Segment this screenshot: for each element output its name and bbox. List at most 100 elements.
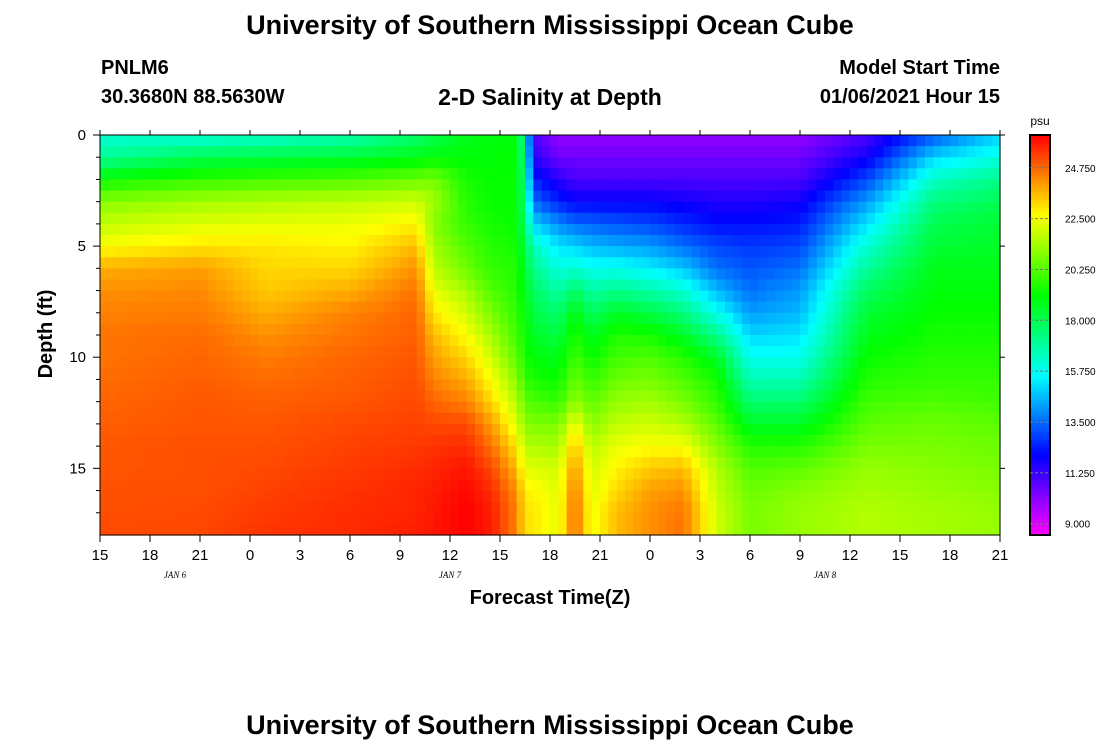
- heatmap-cell: [325, 135, 334, 147]
- heatmap-cell: [500, 512, 509, 525]
- heatmap-cell: [750, 368, 759, 381]
- heatmap-cell: [908, 179, 918, 192]
- heatmap-cell: [300, 335, 309, 347]
- heatmap-cell: [750, 157, 759, 169]
- heatmap-cell: [166, 323, 176, 336]
- heatmap-cell: [458, 279, 468, 292]
- heatmap-cell: [275, 468, 284, 481]
- heatmap-cell: [491, 446, 501, 458]
- heatmap-cell: [566, 368, 576, 381]
- heatmap-cell: [916, 201, 926, 214]
- heatmap-cell: [341, 523, 351, 536]
- heatmap-cell: [500, 146, 509, 158]
- heatmap-cell: [658, 157, 668, 169]
- heatmap-cell: [558, 190, 568, 203]
- heatmap-cell: [533, 323, 543, 336]
- heatmap-cell: [875, 501, 884, 514]
- heatmap-cell: [608, 257, 618, 269]
- heatmap-cell: [541, 446, 551, 458]
- heatmap-cell: [600, 501, 609, 514]
- heatmap-cell: [933, 335, 943, 347]
- heatmap-cell: [900, 446, 909, 458]
- heatmap-cell: [833, 201, 843, 214]
- heatmap-cell: [541, 179, 551, 192]
- heatmap-cell: [833, 390, 843, 403]
- heatmap-cell: [266, 379, 276, 392]
- heatmap-cell: [558, 201, 568, 214]
- heatmap-cell: [275, 235, 284, 247]
- heatmap-cell: [475, 246, 484, 258]
- colorbar-segment: [1030, 283, 1050, 288]
- heatmap-cell: [733, 190, 743, 203]
- heatmap-cell: [608, 346, 618, 358]
- heatmap-cell: [316, 190, 326, 203]
- heatmap-cell: [983, 468, 993, 481]
- heatmap-cell: [475, 379, 484, 392]
- heatmap-cell: [308, 379, 318, 392]
- heatmap-cell: [850, 223, 859, 236]
- colorbar-tick-label: 9.000: [1065, 520, 1090, 531]
- heatmap-cell: [633, 346, 643, 358]
- heatmap-cell: [550, 446, 559, 458]
- heatmap-cell: [466, 435, 476, 447]
- heatmap-cell: [833, 268, 843, 281]
- heatmap-cell: [466, 212, 476, 225]
- heatmap-cell: [266, 279, 276, 292]
- heatmap-cell: [341, 179, 351, 192]
- heatmap-cell: [883, 268, 893, 281]
- colorbar-segment: [1030, 223, 1050, 228]
- heatmap-cell: [783, 279, 793, 292]
- heatmap-cell: [583, 379, 593, 392]
- heatmap-cell: [216, 168, 226, 181]
- heatmap-cell: [750, 412, 759, 425]
- heatmap-cell: [708, 379, 718, 392]
- heatmap-cell: [350, 146, 359, 158]
- heatmap-cell: [616, 346, 626, 358]
- heatmap-cell: [141, 501, 151, 514]
- heatmap-cell: [775, 179, 784, 192]
- heatmap-cell: [825, 523, 834, 536]
- heatmap-cell: [791, 412, 801, 425]
- heatmap-cell: [166, 301, 176, 314]
- heatmap-cell: [858, 446, 868, 458]
- heatmap-cell: [808, 468, 818, 481]
- heatmap-cell: [833, 223, 843, 236]
- heatmap-cell: [400, 446, 409, 458]
- heatmap-cell: [533, 457, 543, 469]
- heatmap-cell: [416, 312, 426, 325]
- heatmap-cell: [933, 257, 943, 269]
- heatmap-cell: [433, 279, 443, 292]
- heatmap-cell: [708, 179, 718, 192]
- heatmap-cell: [391, 368, 401, 381]
- heatmap-cell: [633, 501, 643, 514]
- heatmap-cell: [883, 301, 893, 314]
- heatmap-cell: [791, 279, 801, 292]
- heatmap-cell: [875, 212, 884, 225]
- heatmap-cell: [300, 512, 309, 525]
- heatmap-cell: [533, 279, 543, 292]
- heatmap-cell: [525, 246, 534, 258]
- heatmap-cell: [375, 335, 384, 347]
- colorbar-segment: [1030, 239, 1050, 244]
- heatmap-cell: [383, 312, 393, 325]
- heatmap-cell: [583, 157, 593, 169]
- heatmap-cell: [750, 135, 759, 147]
- heatmap-cell: [958, 312, 968, 325]
- heatmap-cell: [608, 323, 618, 336]
- heatmap-cell: [241, 235, 251, 247]
- heatmap-cell: [225, 301, 234, 314]
- heatmap-cell: [183, 268, 193, 281]
- heatmap-cell: [783, 235, 793, 247]
- heatmap-cell: [391, 357, 401, 369]
- heatmap-cell: [758, 268, 768, 281]
- heatmap-cell: [191, 501, 201, 514]
- heatmap-cell: [383, 279, 393, 292]
- heatmap-cell: [916, 312, 926, 325]
- heatmap-cell: [116, 512, 126, 525]
- heatmap-cell: [791, 323, 801, 336]
- colorbar-segment: [1030, 499, 1050, 504]
- heatmap-cell: [366, 423, 376, 436]
- heatmap-cell: [508, 201, 518, 214]
- heatmap-cell: [991, 390, 1001, 403]
- colorbar-segment: [1030, 463, 1050, 468]
